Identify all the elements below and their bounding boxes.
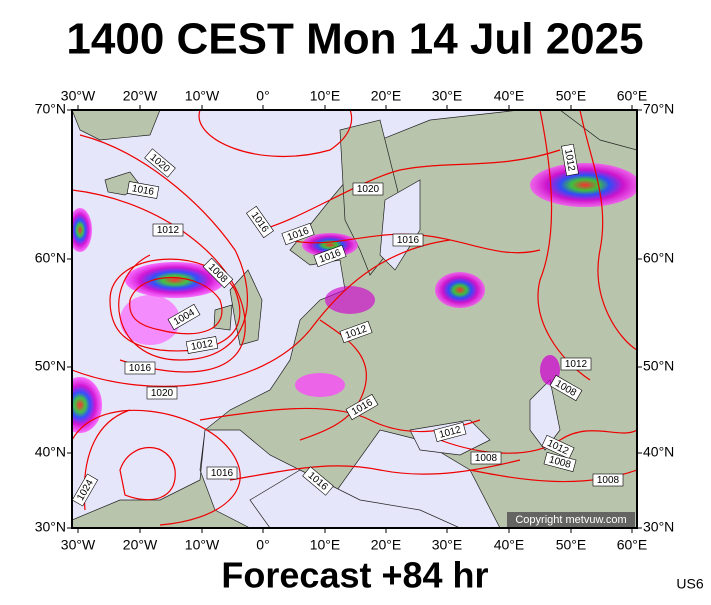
isobar-label-box — [302, 466, 334, 496]
lat-label: 50°N — [35, 358, 66, 374]
lat-label: 40°N — [643, 444, 674, 460]
lon-label: 10°E — [310, 537, 341, 553]
lon-label: 50°E — [556, 537, 587, 553]
isobar-label: 1016 — [124, 361, 156, 375]
lon-label: 20°E — [371, 88, 402, 104]
lon-label: 40°E — [494, 88, 525, 104]
isobar-label: 1016 — [126, 181, 160, 199]
isobar-label-text: 1008 — [475, 453, 498, 464]
precipitation — [72, 163, 637, 433]
isobar-label-box — [313, 244, 347, 268]
isobar-label: 1012 — [152, 223, 184, 237]
lon-label: 0° — [256, 88, 269, 104]
land — [72, 110, 637, 528]
sea — [249, 179, 561, 528]
isobar-label-text: 1012 — [190, 338, 214, 353]
isobar-label: 1012 — [561, 143, 579, 177]
title: 1400 CEST Mon 14 Jul 2025 — [66, 15, 643, 64]
isobar-label-box — [345, 393, 379, 421]
lon-label: 20°W — [123, 537, 158, 553]
lat-label: 70°N — [35, 101, 66, 117]
isobar-label-box — [146, 386, 178, 400]
lon-label: 30°E — [432, 88, 463, 104]
lat-label: 40°N — [35, 444, 66, 460]
isobar-label-text: 1012 — [565, 359, 588, 370]
isobars — [72, 110, 637, 526]
lat-label: 30°N — [35, 519, 66, 535]
isobar-label: 1020 — [352, 182, 384, 196]
lon-label: 30°W — [61, 88, 96, 104]
isobar-label-text: 1016 — [211, 468, 234, 479]
map-area — [72, 110, 637, 528]
isobar-label-box — [124, 361, 156, 375]
isobar-label-box — [352, 182, 384, 196]
isobar-label-text: 1016 — [131, 183, 155, 198]
copyright: Copyright metvuw.com — [515, 514, 626, 526]
footer: Forecast +84 hr — [221, 555, 488, 596]
lat-label: 60°N — [643, 250, 674, 266]
isobar-label-box — [339, 320, 373, 344]
isobar-label: 1008 — [592, 473, 624, 487]
isobar-label: 1016 — [392, 233, 424, 247]
isobar-label-box — [185, 336, 219, 354]
isobar-label-box — [392, 233, 424, 247]
isobar-label-box — [152, 223, 184, 237]
copyright-box — [507, 512, 635, 527]
lon-label: 10°E — [310, 88, 341, 104]
lon-label: 30°W — [61, 537, 96, 553]
isobar-label-box — [281, 222, 315, 246]
lat-label: 50°N — [643, 358, 674, 374]
lon-label: 50°E — [556, 88, 587, 104]
lon-label: 20°W — [123, 88, 158, 104]
isobar-label: 1012 — [560, 357, 592, 371]
isobar-label-box — [202, 257, 234, 289]
lat-label: 70°N — [643, 101, 674, 117]
isobar-label-box — [470, 451, 502, 465]
lon-label: 60°E — [617, 537, 648, 553]
lon-label: 60°E — [617, 88, 648, 104]
isobar-label-box — [126, 181, 160, 199]
isobar-label-box — [167, 303, 201, 331]
isobar-label-box — [433, 421, 467, 443]
isobar-label: 1012 — [185, 336, 219, 354]
isobar-label-box — [592, 473, 624, 487]
isobar-label: 1012 — [433, 421, 467, 443]
isobar-label-box — [71, 473, 99, 507]
isobar-label-box — [549, 374, 583, 402]
model: US6 — [676, 576, 703, 592]
isobar-label-text: 1016 — [397, 235, 420, 246]
isobar-label: 1016 — [206, 466, 238, 480]
isobar-label: 1020 — [146, 386, 178, 400]
isobar-label-text: 1020 — [151, 388, 174, 399]
isobar-label-box — [560, 357, 592, 371]
isobar-label-box — [561, 143, 579, 177]
isobar-label-box — [246, 205, 274, 239]
lat-label: 30°N — [643, 519, 674, 535]
isobar-label: 1008 — [470, 451, 502, 465]
isobar-label-box — [206, 466, 238, 480]
isobar-label-text: 1012 — [562, 148, 577, 172]
isobar-label-text: 1016 — [129, 363, 152, 374]
isobar-label-text: 1008 — [597, 475, 620, 486]
lon-label: 30°E — [432, 537, 463, 553]
isobar-label-text: 1020 — [357, 184, 380, 195]
lon-label: 40°E — [494, 537, 525, 553]
isobar-label-box — [543, 451, 577, 473]
frame — [71, 109, 638, 529]
isobar-label-box — [144, 148, 176, 178]
isobar-label: 1008 — [543, 451, 577, 473]
lon-label: 0° — [256, 537, 269, 553]
isobar-label-text: 1012 — [157, 225, 180, 236]
isobar-label-box — [541, 434, 575, 460]
lat-label: 60°N — [35, 250, 66, 266]
lon-label: 10°W — [185, 537, 220, 553]
lon-label: 10°W — [185, 88, 220, 104]
lon-label: 20°E — [371, 537, 402, 553]
